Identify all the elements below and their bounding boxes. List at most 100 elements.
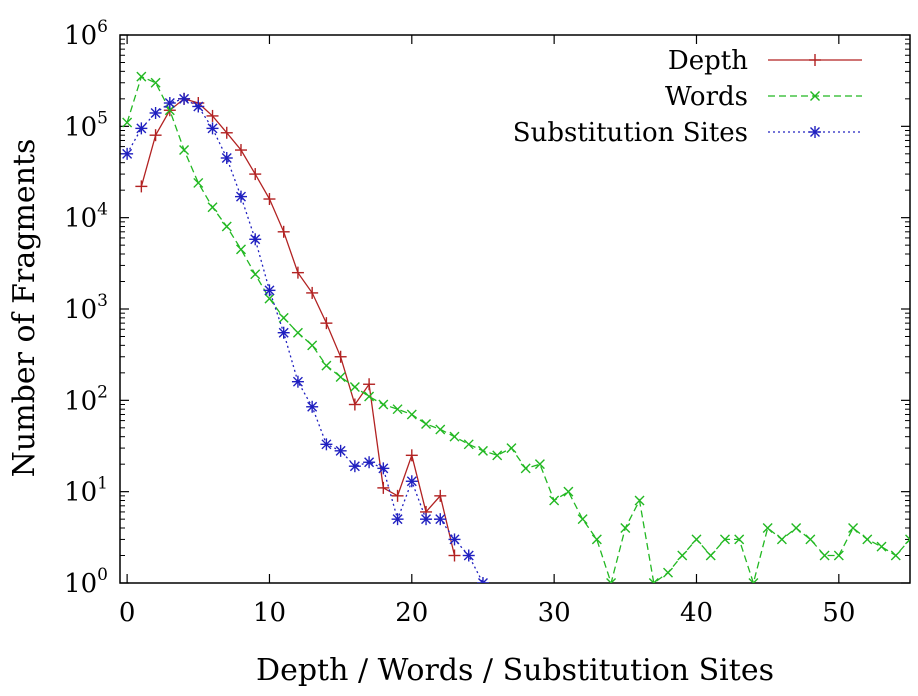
legend-label: Depth: [668, 46, 748, 76]
series-words: [122, 71, 910, 583]
marker-stroke: [278, 327, 289, 338]
data-point: [377, 462, 390, 475]
marker-stroke: [421, 419, 432, 430]
data-point: [263, 284, 276, 297]
data-point: [833, 550, 844, 561]
marker-stroke: [819, 550, 830, 561]
series-line: [126, 75, 910, 583]
marker-stroke: [776, 534, 787, 545]
marker-stroke: [292, 327, 303, 338]
marker-stroke: [307, 340, 318, 351]
data-point: [320, 438, 333, 451]
data-point: [249, 168, 262, 181]
data-point: [563, 486, 574, 497]
data-point: [249, 233, 262, 246]
data-point: [591, 534, 602, 545]
legend: Depth Words Substitution Sites: [513, 46, 862, 148]
y-axis: 100 101 102 103 104 105 106: [64, 17, 910, 599]
data-point: [392, 404, 403, 415]
data-point: [291, 375, 304, 388]
marker-stroke: [549, 495, 560, 506]
data-point: [620, 523, 631, 534]
y-tick-label: 106: [64, 17, 108, 51]
data-point: [264, 293, 275, 304]
data-point: [334, 444, 347, 457]
data-point: [477, 445, 488, 456]
x-tick-label: 20: [395, 598, 428, 628]
data-point: [421, 419, 432, 430]
data-point: [150, 77, 161, 88]
marker-stroke: [734, 534, 745, 545]
legend-label: Substitution Sites: [513, 118, 748, 148]
data-point: [206, 109, 219, 122]
marker-stroke: [421, 514, 432, 525]
data-point: [135, 180, 148, 193]
x-tick-label: 10: [253, 598, 286, 628]
data-point: [292, 327, 303, 338]
data-point: [364, 391, 375, 402]
series-line: [140, 98, 456, 556]
marker-stroke: [235, 191, 246, 202]
data-point: [476, 577, 489, 583]
marker-stroke: [378, 399, 389, 410]
marker-stroke: [406, 409, 417, 420]
data-point: [149, 129, 162, 142]
data-point: [320, 317, 333, 330]
marker-stroke: [349, 461, 360, 472]
data-point: [391, 489, 404, 502]
data-point: [748, 578, 759, 583]
data-point: [306, 400, 319, 413]
marker-stroke: [321, 439, 332, 450]
data-point: [406, 409, 417, 420]
data-point: [549, 495, 560, 506]
y-tick-label: 105: [64, 108, 108, 142]
data-point: [235, 244, 246, 255]
y-tick-label: 104: [64, 200, 108, 234]
marker-stroke: [150, 107, 161, 118]
data-point: [634, 495, 645, 506]
marker-stroke: [848, 523, 859, 534]
data-point: [277, 326, 290, 339]
data-point: [420, 513, 433, 526]
data-point: [876, 541, 887, 552]
data-point: [192, 100, 205, 113]
data-point: [377, 481, 390, 494]
data-point: [164, 105, 175, 116]
x-tick-label: 40: [680, 598, 713, 628]
y-axis-title: Number of Fragments: [7, 139, 42, 478]
x-tick-label: 30: [538, 598, 571, 628]
marker-stroke: [890, 550, 901, 561]
data-point: [179, 145, 190, 156]
marker-stroke: [719, 534, 730, 545]
marker-stroke: [463, 550, 474, 561]
marker-stroke: [652, 578, 659, 583]
x-tick-label: 50: [822, 598, 855, 628]
legend-label: Words: [665, 82, 748, 112]
data-point: [677, 550, 688, 561]
marker-stroke: [705, 550, 716, 561]
data-point: [307, 340, 318, 351]
data-point: [136, 71, 147, 82]
data-point: [719, 534, 730, 545]
data-point: [250, 269, 261, 280]
data-point: [378, 399, 389, 410]
marker-stroke: [335, 445, 346, 456]
series-layer: [121, 71, 910, 583]
marker-stroke: [136, 123, 147, 134]
marker-stroke: [406, 476, 417, 487]
data-point: [363, 378, 376, 391]
data-point: [449, 431, 460, 442]
data-point: [492, 450, 503, 461]
marker-stroke: [207, 123, 218, 134]
marker-stroke: [833, 550, 844, 561]
marker-stroke: [810, 91, 820, 101]
marker-stroke: [620, 523, 631, 534]
y-tick-label: 100: [64, 565, 108, 599]
marker-stroke: [364, 391, 375, 402]
marker-stroke: [221, 153, 232, 164]
marker-stroke: [378, 463, 389, 474]
data-point: [463, 439, 474, 450]
data-point: [691, 534, 702, 545]
marker-stroke: [278, 312, 289, 323]
